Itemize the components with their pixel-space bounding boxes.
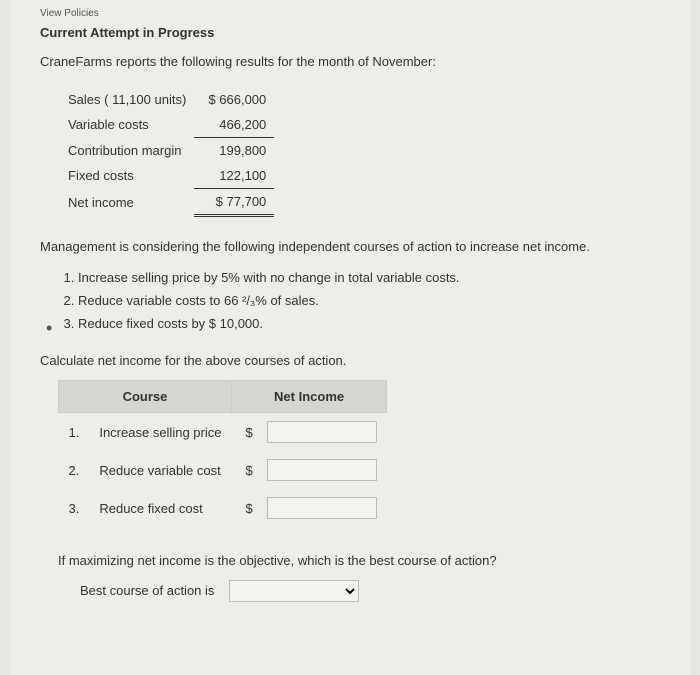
attempt-status: Current Attempt in Progress bbox=[40, 25, 660, 40]
best-label: Best course of action is bbox=[80, 583, 214, 598]
actions-list: Increase selling price by 5% with no cha… bbox=[60, 266, 660, 335]
intro-text: CraneFarms reports the following results… bbox=[40, 54, 660, 69]
management-text: Management is considering the following … bbox=[40, 239, 660, 254]
row1-label: Increase selling price bbox=[89, 413, 231, 452]
varcost-value: 466,200 bbox=[194, 112, 274, 138]
bullet-icon: • bbox=[46, 318, 52, 339]
col-course: Course bbox=[59, 381, 232, 413]
row2-input[interactable] bbox=[267, 459, 377, 481]
fixed-value: 122,100 bbox=[194, 163, 274, 189]
currency-symbol: $ bbox=[231, 489, 256, 527]
action-2: Reduce variable costs to 66 ²/₃% of sale… bbox=[78, 289, 660, 312]
row3-input[interactable] bbox=[267, 497, 377, 519]
table-row: 2. Reduce variable cost $ bbox=[59, 451, 387, 489]
sales-value: $ 666,000 bbox=[194, 87, 274, 112]
calc-prompt: Calculate net income for the above cours… bbox=[40, 353, 660, 368]
table-row: 1. Increase selling price $ bbox=[59, 413, 387, 452]
fixed-label: Fixed costs bbox=[60, 163, 194, 189]
col-netincome: Net Income bbox=[231, 381, 386, 413]
row2-label: Reduce variable cost bbox=[89, 451, 231, 489]
currency-symbol: $ bbox=[231, 451, 256, 489]
netincome-value: $ 77,700 bbox=[194, 189, 274, 216]
sales-label: Sales ( 11,100 units) bbox=[60, 87, 194, 112]
contrib-value: 199,800 bbox=[194, 138, 274, 164]
income-statement: Sales ( 11,100 units) $ 666,000 Variable… bbox=[60, 87, 274, 217]
varcost-label: Variable costs bbox=[60, 112, 194, 138]
action-3: Reduce fixed costs by $ 10,000. bbox=[78, 312, 660, 335]
netincome-label: Net income bbox=[60, 189, 194, 216]
currency-symbol: $ bbox=[231, 413, 256, 452]
row3-label: Reduce fixed cost bbox=[89, 489, 231, 527]
contrib-label: Contribution margin bbox=[60, 138, 194, 164]
question-2: If maximizing net income is the objectiv… bbox=[58, 553, 660, 568]
view-policies-link[interactable]: View Policies bbox=[40, 8, 660, 19]
action-1: Increase selling price by 5% with no cha… bbox=[78, 266, 660, 289]
best-course-select[interactable] bbox=[229, 580, 359, 602]
net-income-table: Course Net Income 1. Increase selling pr… bbox=[58, 380, 387, 527]
row1-input[interactable] bbox=[267, 421, 377, 443]
table-row: 3. Reduce fixed cost $ bbox=[59, 489, 387, 527]
